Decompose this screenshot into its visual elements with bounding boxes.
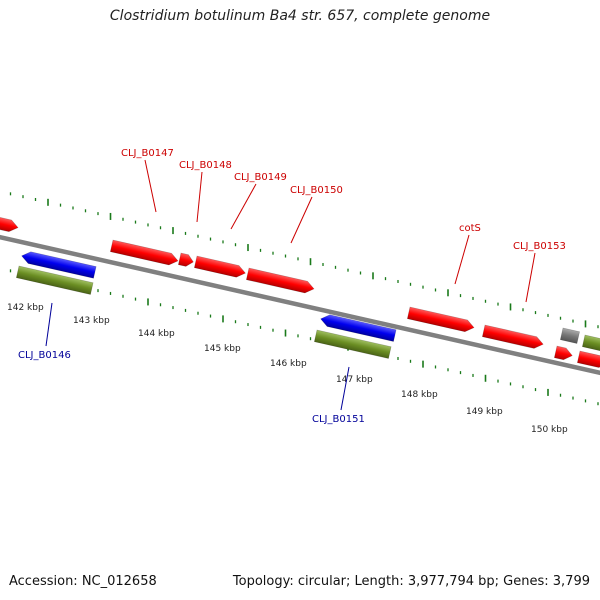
forward-gene-arrow (177, 252, 194, 267)
label-leader-line (290, 196, 313, 244)
forward-tick-ruler (9, 192, 599, 329)
kbp-label: 142 kbp (7, 303, 44, 313)
gene-label: CLJ_B0153 (513, 241, 566, 252)
gene-label: CLJ_B0147 (121, 148, 174, 159)
gene-labels: CLJ_B0146CLJ_B0147CLJ_B0148CLJ_B0149CLJ_… (18, 148, 566, 425)
forward-gene-arrow (553, 345, 573, 361)
kbp-label: 149 kbp (466, 407, 503, 417)
feature-track (0, 215, 600, 368)
gene-label: cotS (459, 223, 481, 234)
genome-summary-text: Topology: circular; Length: 3,977,794 bp… (232, 574, 590, 589)
accession-text: Accession: NC_012658 (9, 574, 157, 589)
label-leader-line (454, 234, 470, 285)
forward-gene-arrow (245, 267, 315, 294)
label-leader-line (525, 252, 536, 303)
gene-label: CLJ_B0148 (179, 160, 232, 171)
kbp-label: 144 kbp (138, 329, 175, 339)
label-leaders (45, 159, 536, 411)
other-gene-arrow (559, 327, 580, 344)
label-leader-line (196, 171, 203, 223)
reverse-gene-arrow (320, 314, 397, 342)
kbp-label: 145 kbp (204, 344, 241, 354)
map-title: Clostridium botulinum Ba4 str. 657, comp… (109, 8, 491, 24)
rrna-gene-arrow (15, 265, 94, 295)
kbp-labels: 142 kbp 143 kbp 144 kbp 145 kbp 146 kbp 147 k… (7, 303, 568, 435)
kbp-label: 147 kbp (336, 375, 373, 385)
label-leader-line (340, 366, 350, 411)
forward-gene-arrow (193, 255, 246, 278)
gene-label: CLJ_B0146 (18, 350, 71, 361)
forward-gene-arrow (576, 350, 600, 368)
gene-label: CLJ_B0149 (234, 172, 287, 183)
label-leader-line (230, 183, 257, 230)
label-leader-line (144, 159, 157, 213)
forward-gene-arrow (406, 306, 475, 333)
reverse-gene-arrow (21, 251, 97, 279)
kbp-label: 143 kbp (73, 316, 110, 326)
gene-label: CLJ_B0151 (312, 414, 365, 425)
forward-gene-arrow (481, 324, 544, 349)
label-leader-line (45, 302, 53, 347)
kbp-label: 148 kbp (401, 390, 438, 400)
rrna-gene-arrow (581, 334, 600, 352)
forward-gene-arrow (0, 215, 19, 232)
gene-label: CLJ_B0150 (290, 185, 343, 196)
rrna-gene-arrow (313, 329, 392, 359)
kbp-label: 150 kbp (531, 425, 568, 435)
forward-gene-arrow (109, 239, 179, 266)
genome-backbone (0, 234, 600, 376)
kbp-label: 146 kbp (270, 359, 307, 369)
